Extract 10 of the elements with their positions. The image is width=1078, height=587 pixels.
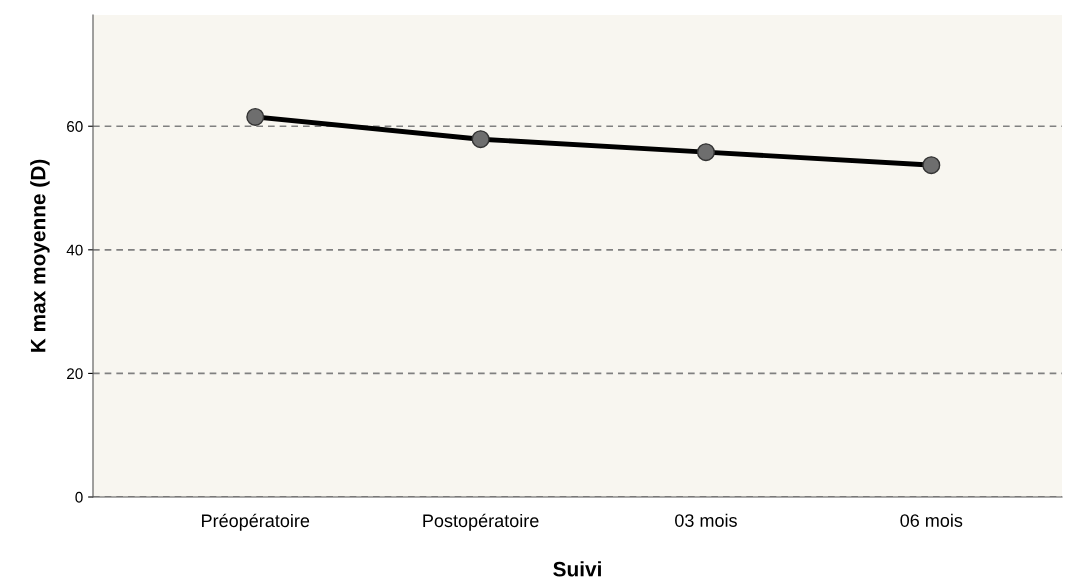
y-tick-label: 20 [67, 368, 83, 380]
y-tick-label: 60 [67, 121, 83, 132]
y-tick-label: 0 [75, 491, 83, 503]
x-tick-label: Préopératoire [202, 513, 310, 531]
x-tick-label: Postopératoire [423, 513, 539, 531]
x-axis-title: Suivi [553, 561, 601, 577]
y-axis-title: K max moyenne (D) [30, 159, 50, 352]
x-tick-label: 03 mois [675, 513, 737, 527]
x-tick-label: 06 mois [900, 513, 963, 527]
y-tick-label: 40 [66, 244, 83, 256]
